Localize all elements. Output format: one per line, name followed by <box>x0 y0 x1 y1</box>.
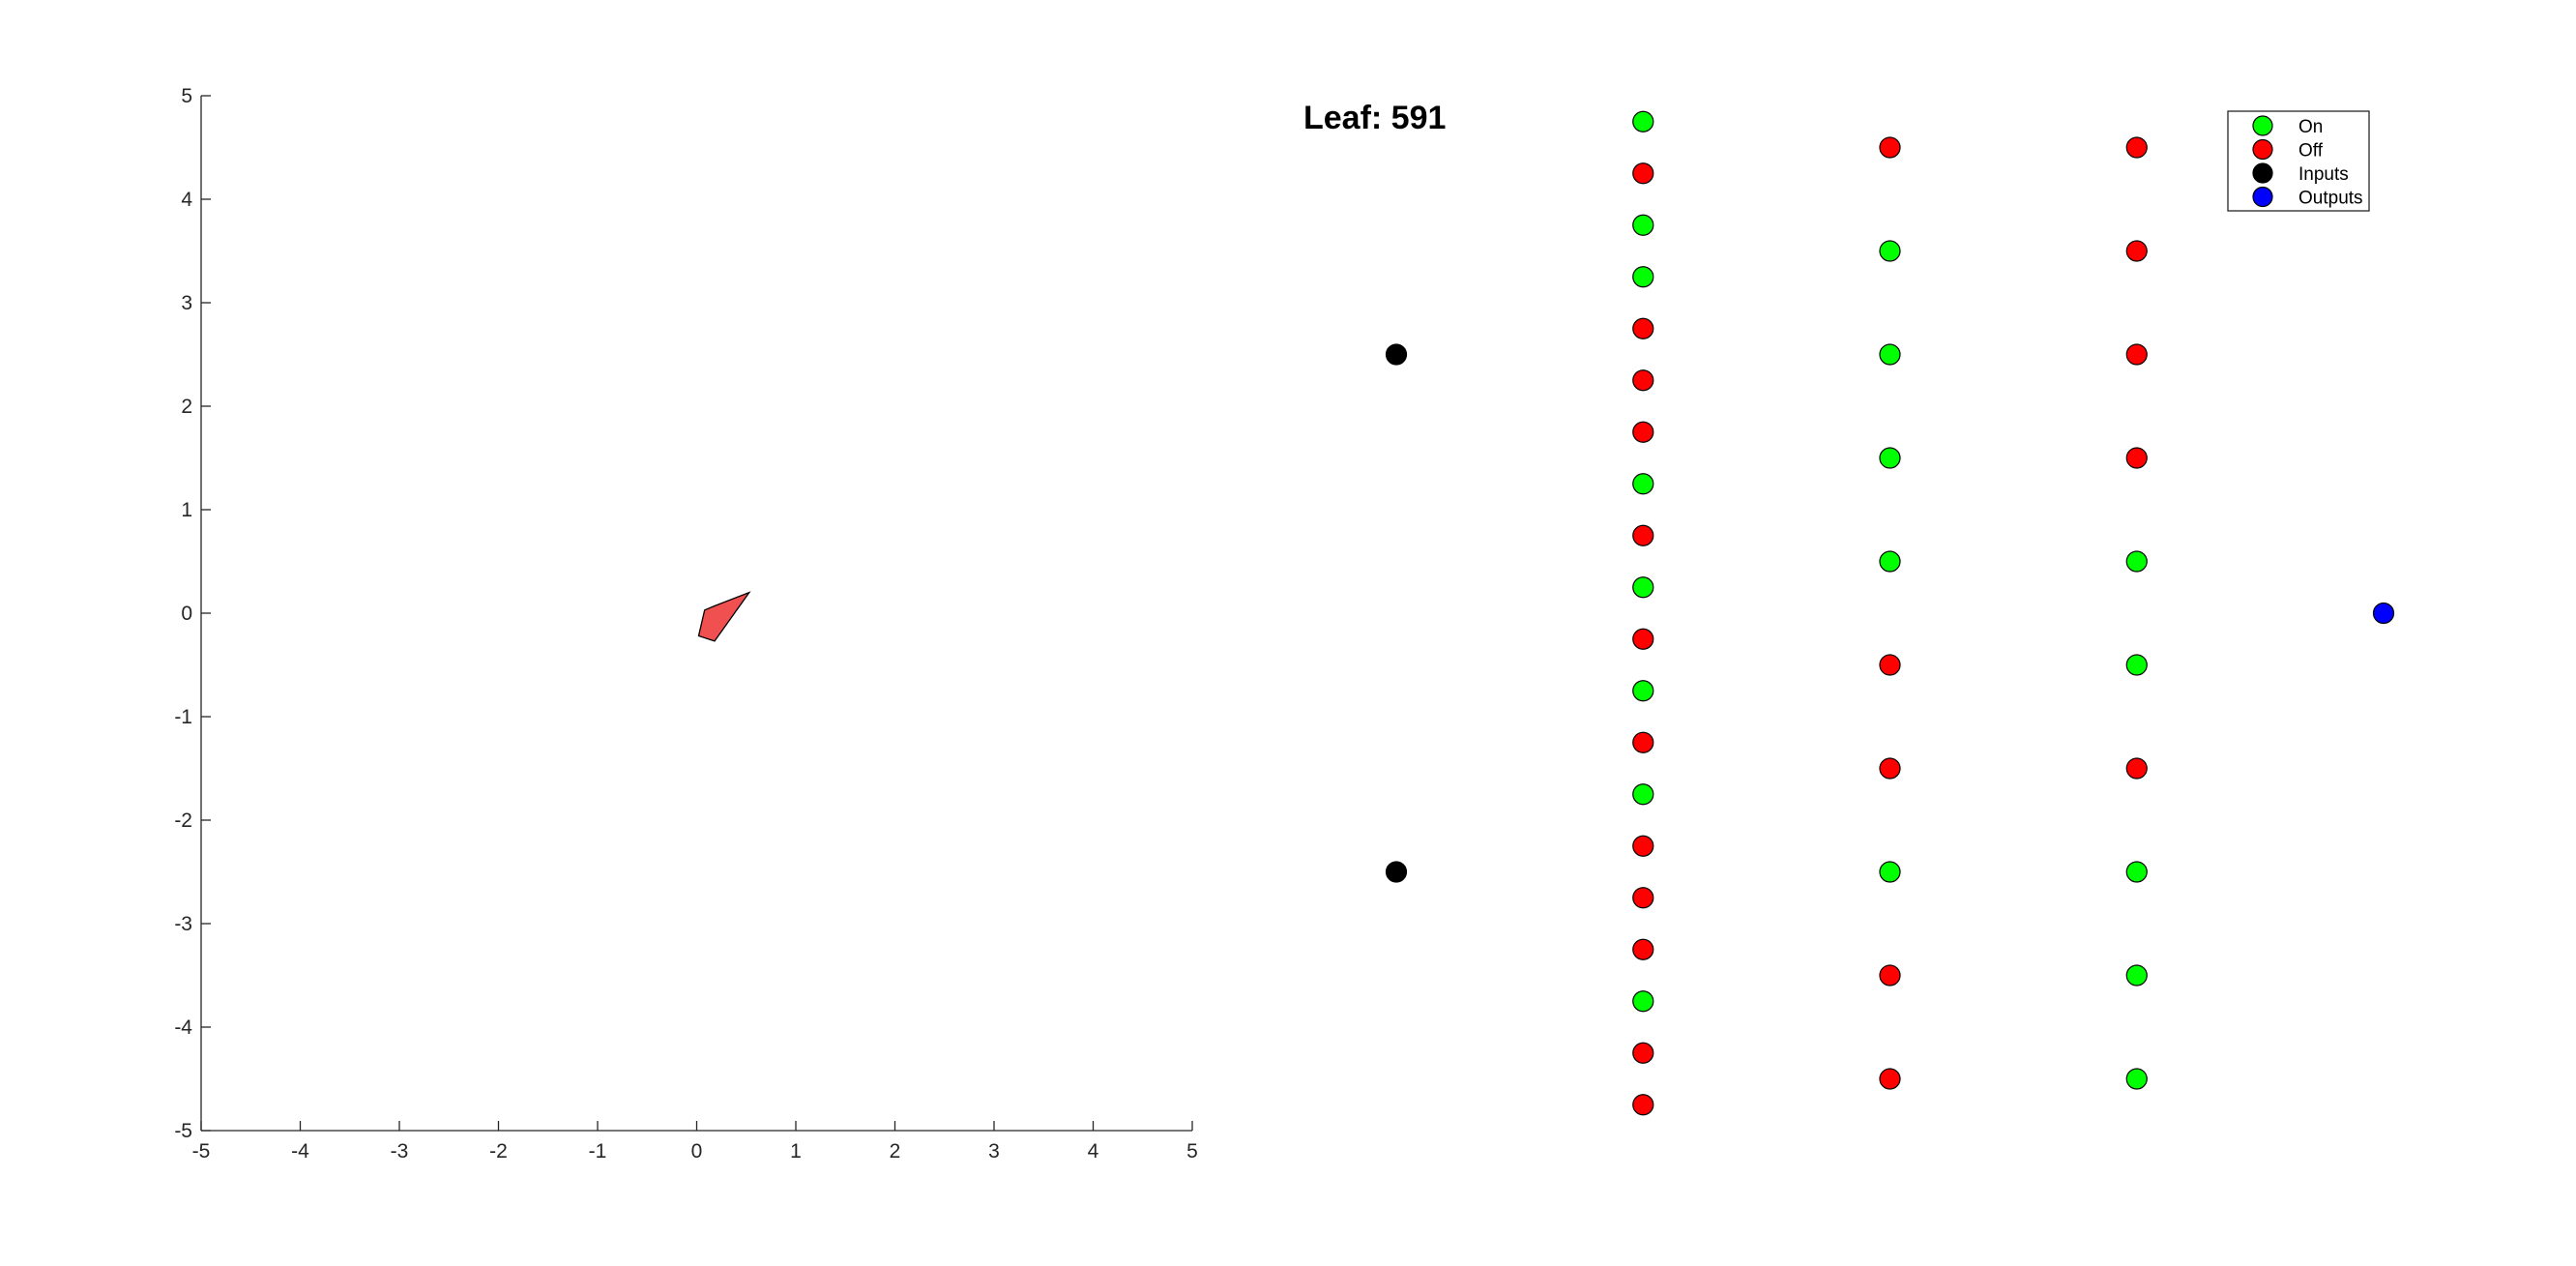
x-tick-label: 0 <box>691 1140 703 1163</box>
y-tick-label: 0 <box>181 603 192 625</box>
inputs-node <box>1385 343 1408 366</box>
node-on <box>1632 990 1654 1013</box>
legend-marker-on <box>2252 115 2273 136</box>
y-tick-label: -2 <box>174 810 192 832</box>
legend-label-off: Off <box>2298 141 2324 162</box>
y-tick-label: -3 <box>174 913 192 935</box>
legend-box <box>2227 110 2370 212</box>
node-on <box>1632 576 1654 599</box>
x-tick-label: -5 <box>192 1140 211 1163</box>
inputs-node <box>1385 861 1408 883</box>
node-off <box>1879 1068 1901 1090</box>
legend-marker-outputs <box>2252 186 2273 208</box>
y-axis-ticks: 5 4 3 2 1 0 -1 -2 -3 -4 -5 <box>174 85 211 1142</box>
y-tick-label: 4 <box>181 189 192 211</box>
node-off <box>1879 757 1901 780</box>
node-off <box>1879 654 1901 676</box>
y-tick-label: -5 <box>174 1120 192 1142</box>
node-on <box>2125 654 2148 676</box>
node-on <box>1879 447 1901 469</box>
node-off <box>2125 136 2148 159</box>
node-on <box>2125 1068 2148 1090</box>
y-tick-label: 1 <box>181 499 192 521</box>
node-off <box>1632 162 1654 185</box>
y-tick-label: 5 <box>181 85 192 107</box>
node-on <box>1879 343 1901 366</box>
legend-marker-inputs <box>2252 162 2273 184</box>
legend-label-inputs: Inputs <box>2298 164 2349 185</box>
node-on <box>1879 240 1901 262</box>
node-on <box>2125 861 2148 883</box>
y-tick-label: -4 <box>174 1016 192 1039</box>
node-off <box>1632 628 1654 650</box>
node-on <box>2125 964 2148 986</box>
x-axis-ticks: -5 -4 -3 -2 -1 0 1 2 3 4 5 <box>192 1121 1198 1163</box>
y-tick-label: -1 <box>174 706 192 728</box>
node-off <box>1632 887 1654 909</box>
x-tick-label: 5 <box>1186 1140 1198 1163</box>
node-on <box>1632 473 1654 495</box>
node-off <box>1632 421 1654 443</box>
node-off <box>2125 343 2148 366</box>
network-title: Leaf: 591 <box>1303 100 1446 136</box>
legend-label-on: On <box>2298 117 2323 137</box>
node-off <box>1632 524 1654 546</box>
vehicle-polygon <box>697 591 751 642</box>
node-on <box>1632 680 1654 702</box>
node-on <box>1632 783 1654 806</box>
node-on <box>1879 861 1901 883</box>
x-tick-label: 3 <box>988 1140 1000 1163</box>
vehicle-shape-layer <box>697 591 751 642</box>
node-on <box>1632 110 1654 132</box>
y-tick-label: 2 <box>181 396 192 418</box>
node-off <box>1632 835 1654 857</box>
x-tick-label: -4 <box>291 1140 309 1163</box>
x-tick-label: -3 <box>391 1140 409 1163</box>
node-on <box>2125 550 2148 573</box>
network-nodes <box>1385 110 2395 1116</box>
node-off <box>1632 317 1654 339</box>
outputs-node <box>2372 602 2395 625</box>
node-off <box>2125 447 2148 469</box>
node-off <box>1632 938 1654 960</box>
x-tick-label: 4 <box>1088 1140 1099 1163</box>
left-axes: -5 -4 -3 -2 -1 0 1 2 3 4 5 5 4 3 2 1 0 -1 -2 -3 -4 -5 <box>174 85 1198 1163</box>
node-off <box>1632 1094 1654 1116</box>
x-tick-label: -1 <box>589 1140 607 1163</box>
node-off <box>2125 240 2148 262</box>
x-tick-label: 1 <box>790 1140 802 1163</box>
node-off <box>1632 731 1654 753</box>
node-on <box>1632 214 1654 236</box>
node-off <box>1632 1042 1654 1064</box>
node-off <box>1879 964 1901 986</box>
legend-marker-off <box>2252 138 2273 161</box>
node-off <box>1879 136 1901 159</box>
node-on <box>1879 550 1901 573</box>
legend-label-outputs: Outputs <box>2298 189 2363 209</box>
x-tick-label: 2 <box>890 1140 901 1163</box>
x-tick-label: -2 <box>489 1140 508 1163</box>
node-off <box>2125 757 2148 780</box>
y-tick-label: 3 <box>181 292 192 314</box>
node-on <box>1632 266 1654 288</box>
node-off <box>1632 369 1654 392</box>
